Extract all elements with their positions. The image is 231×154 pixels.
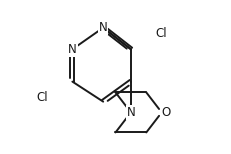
Text: O: O — [162, 106, 171, 119]
Text: Cl: Cl — [155, 27, 167, 40]
Text: N: N — [99, 21, 108, 34]
Text: N: N — [127, 106, 135, 119]
Text: N: N — [68, 43, 77, 56]
Text: Cl: Cl — [36, 91, 48, 103]
